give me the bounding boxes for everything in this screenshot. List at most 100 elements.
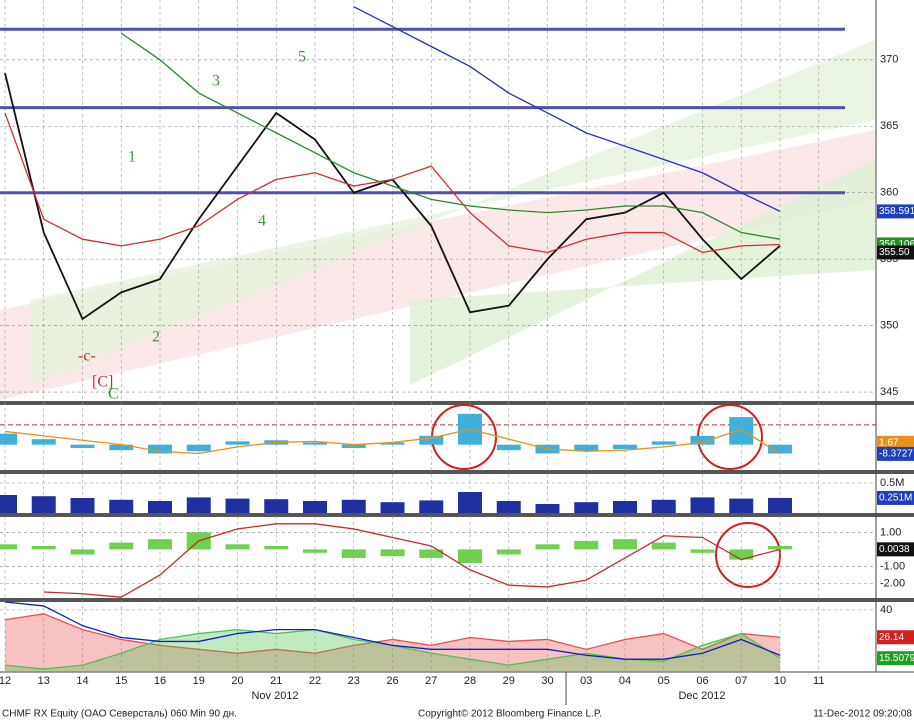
bar: [458, 549, 482, 564]
x-tick-label: 20: [231, 675, 243, 687]
bar: [574, 444, 599, 452]
annotation: 4: [258, 213, 266, 230]
x-tick-label: 29: [503, 675, 515, 687]
bar: [0, 433, 17, 445]
bar: [380, 442, 405, 445]
x-tick-label: 27: [425, 675, 437, 687]
bar: [729, 498, 754, 513]
separator: [0, 470, 914, 474]
bar: [303, 549, 327, 553]
bar: [496, 444, 521, 451]
annotation: 3: [212, 73, 220, 90]
separator: [0, 598, 914, 602]
footer-left: CHMF RX Equity (OAO Северсталь) 060 Min …: [2, 709, 237, 720]
x-tick-label: 16: [154, 675, 166, 687]
separator: [0, 513, 914, 517]
bar: [690, 549, 715, 553]
bar: [148, 539, 172, 550]
y-tick-label: 370: [880, 54, 898, 66]
footer-right: 11-Dec-2012 09:20:08: [813, 709, 912, 720]
bar: [109, 542, 134, 550]
y-tick-label: 365: [880, 120, 898, 132]
price-label-box: [877, 651, 914, 666]
bar: [613, 444, 637, 450]
annotation: 1: [128, 149, 136, 166]
bar: [109, 499, 134, 513]
x-tick-label: 19: [193, 675, 205, 687]
bar: [496, 549, 521, 555]
bar: [225, 441, 250, 445]
month-label: Dec 2012: [678, 690, 725, 702]
x-tick-label: 07: [735, 675, 747, 687]
y-tick-label: 360: [880, 187, 898, 199]
bar: [70, 549, 95, 555]
bar: [0, 495, 17, 513]
bar: [419, 500, 444, 513]
x-tick-label: 23: [348, 675, 360, 687]
price-label: 0.0038: [879, 544, 910, 555]
x-tick-label: 10: [774, 675, 786, 687]
line: [4, 613, 781, 654]
price-label-box: [877, 446, 914, 461]
price-label-box: [877, 630, 914, 645]
line: [4, 112, 781, 254]
annotation: C: [108, 386, 119, 403]
line: [4, 601, 781, 660]
line: [120, 32, 781, 240]
panels: [0, 0, 914, 705]
bar: [768, 444, 792, 454]
bar: [341, 499, 366, 513]
bar: [264, 545, 289, 550]
bar: [148, 501, 172, 513]
x-tick-label: 12: [0, 675, 11, 687]
price-label: 356.106: [879, 239, 914, 250]
bar: [148, 444, 172, 454]
y-tick-label: 350: [880, 319, 898, 331]
bar: [613, 501, 637, 513]
bar: [31, 439, 56, 445]
area: [5, 629, 780, 672]
bar: [729, 549, 754, 560]
bar: [613, 539, 637, 550]
y-tick-label: 1.00: [880, 526, 901, 538]
bar: [380, 502, 405, 513]
bar: [651, 499, 676, 513]
x-tick-label: 13: [38, 675, 50, 687]
bar: [109, 444, 134, 451]
bar: [535, 504, 560, 513]
annotation: [C]: [92, 374, 113, 391]
line: [43, 523, 781, 598]
annotation: 5: [298, 49, 306, 66]
bar: [729, 417, 754, 445]
bar: [264, 499, 289, 513]
bar: [690, 497, 715, 513]
price-label-box: [877, 245, 914, 260]
up-channel-2: [410, 160, 875, 385]
x-tick-label: 04: [619, 675, 631, 687]
bar: [419, 435, 444, 445]
separator: [0, 401, 914, 405]
bar: [768, 545, 792, 550]
price-label: 26.14: [879, 632, 904, 643]
price-label: 15.5079: [879, 653, 914, 664]
bar: [574, 502, 599, 513]
bar: [535, 544, 560, 550]
bar: [380, 549, 405, 557]
month-label: Nov 2012: [251, 690, 298, 702]
footer-center: Copyright© 2012 Bloomberg Finance L.P.: [418, 709, 602, 720]
bar: [31, 496, 56, 513]
bar: [496, 501, 521, 513]
y-tick-label: 345: [880, 386, 898, 398]
area: [5, 613, 780, 672]
x-tick-label: 06: [696, 675, 708, 687]
x-tick-label: 30: [541, 675, 553, 687]
x-tick-label: 14: [76, 675, 88, 687]
bar: [31, 545, 56, 550]
x-tick-label: 22: [309, 675, 321, 687]
bar: [186, 497, 211, 513]
annotation: -c-: [78, 348, 96, 365]
x-tick-label: 05: [658, 675, 670, 687]
y-tick-label: -2.00: [880, 577, 905, 589]
price-label: -8.3727: [879, 449, 913, 460]
line: [4, 428, 781, 455]
